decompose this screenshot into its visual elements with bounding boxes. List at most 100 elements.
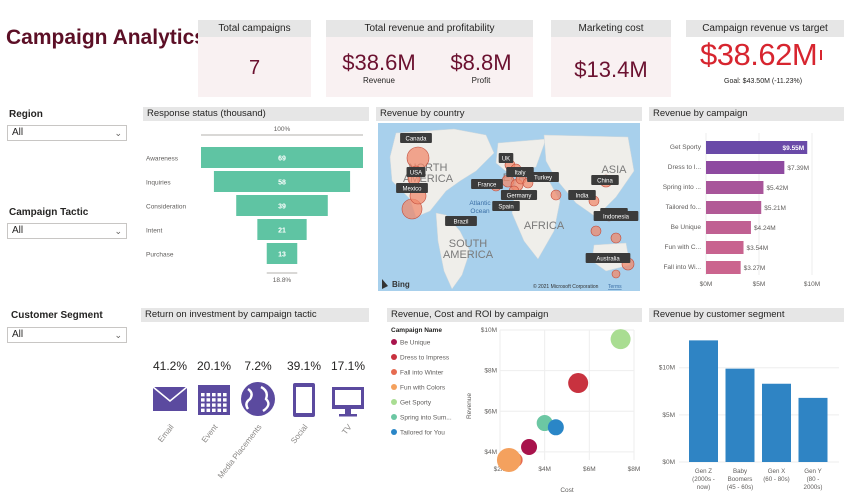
revenue-by-campaign-visual: Revenue by campaign $0M $5M $10M Get Sporty… [649, 107, 844, 293]
legend-marker[interactable] [391, 339, 397, 345]
legend-marker[interactable] [391, 384, 397, 390]
funnel-bar[interactable] [236, 195, 328, 216]
segment-bar[interactable] [798, 397, 828, 462]
map-country-tag[interactable] [406, 167, 426, 177]
calendar-cell [223, 408, 227, 412]
roi-percent: 39.1% [287, 359, 321, 373]
scatter-point[interactable] [496, 448, 521, 472]
legend-label: Be Unique [400, 340, 431, 347]
category-label: Gen X [768, 468, 786, 475]
scatter-point[interactable] [568, 373, 589, 394]
legend-label: Fun with Colors [400, 385, 446, 392]
map-country-tag[interactable] [568, 190, 596, 200]
campaign-bar[interactable] [706, 241, 744, 254]
category-label: Gen Z [695, 468, 712, 475]
legend-marker[interactable] [391, 369, 397, 375]
campaign-bar[interactable] [706, 261, 741, 274]
map-bubble[interactable] [550, 189, 562, 201]
bar-value-label: $4.24M [754, 225, 776, 232]
map-country-tag[interactable] [492, 201, 520, 211]
funnel-bar[interactable] [257, 219, 307, 240]
calendar-cell [212, 393, 216, 397]
map-country-label: UK [502, 157, 510, 163]
segment-bar[interactable] [725, 368, 755, 462]
map-country-tag[interactable] [500, 190, 538, 200]
region-slicer[interactable]: All ⌄ [7, 125, 127, 141]
category-label: (45 - 60s) [727, 484, 753, 491]
revenue-cost-roi-chart: Campaign Name Be Unique Dress to Impress Fa… [391, 327, 640, 494]
category-label: Be Unique [671, 224, 702, 231]
map-country-label: USA [410, 171, 422, 177]
scatter-point[interactable] [521, 439, 538, 455]
map-bubble[interactable] [406, 146, 430, 170]
map-bubble[interactable] [590, 225, 602, 237]
map-country-tag[interactable] [593, 211, 639, 221]
segment-bar[interactable] [762, 383, 791, 462]
world-map[interactable]: NORTHAMERICAEUROPEASIAAFRICASOUTHAMERICA… [376, 121, 642, 293]
y-tick-label: $10M [481, 327, 497, 334]
legend-marker[interactable] [391, 429, 397, 435]
map-country-tag[interactable] [591, 175, 619, 185]
chevron-down-icon: ⌄ [114, 330, 122, 340]
smartphone-icon [293, 383, 315, 417]
campaign-bar[interactable] [706, 181, 764, 194]
scatter-point[interactable] [547, 419, 564, 436]
calendar-cell [201, 403, 205, 407]
monitor-neck [345, 409, 351, 414]
category-label: now) [697, 484, 710, 491]
kpi-revenue-value: $38.6M [342, 50, 416, 75]
campaign-bar[interactable] [706, 141, 808, 154]
map-country-tag[interactable] [585, 253, 631, 263]
map-country-tag[interactable] [527, 172, 559, 182]
envelope-icon [152, 386, 188, 411]
map-continent-label: SOUTH [449, 238, 488, 250]
map-bubble[interactable] [611, 269, 621, 279]
kpi-header: Total campaigns [198, 20, 311, 37]
funnel-stage-label: Consideration [146, 204, 186, 211]
map-country-tag[interactable] [506, 167, 534, 177]
map-ocean-label: Ocean [470, 208, 490, 215]
category-label: Fall into Wi... [663, 264, 701, 271]
kpi-total-revenue: Total revenue and profitability $38.6M R… [326, 20, 533, 97]
map-country-tag[interactable] [400, 133, 432, 143]
funnel-bar[interactable] [266, 243, 298, 264]
map-country-label: Mexico [402, 187, 422, 193]
funnel-stage-label: Purchase [146, 252, 174, 259]
campaign-bar[interactable] [706, 221, 751, 234]
legend-marker[interactable] [391, 399, 397, 405]
calendar-cell [217, 393, 222, 397]
map-country-tag[interactable] [396, 183, 428, 193]
globe-continents [245, 385, 270, 412]
map-country-label: Germany [507, 194, 532, 200]
globe-body [241, 382, 275, 416]
bar-value-label: $3.27M [744, 265, 766, 272]
campaign-bar[interactable] [706, 161, 785, 174]
funnel-bar-value: 69 [278, 156, 286, 163]
segment-bar[interactable] [689, 340, 718, 462]
calendar-icon [198, 385, 230, 415]
scatter-point[interactable] [610, 329, 631, 350]
kpi-target-marker [820, 50, 822, 60]
category-label: (60 - 80s) [763, 476, 789, 483]
segment-slicer[interactable]: All ⌄ [7, 327, 127, 343]
y-tick-label: $5M [662, 412, 675, 419]
funnel-bar[interactable] [213, 171, 351, 192]
map-country-tag[interactable] [498, 153, 514, 163]
tactic-slicer[interactable]: All ⌄ [7, 223, 127, 239]
chevron-down-icon: ⌄ [114, 226, 122, 236]
legend-marker[interactable] [391, 414, 397, 420]
y-tick-label: $6M [484, 408, 497, 415]
calendar-cell [201, 393, 205, 397]
map-bubble[interactable] [610, 232, 622, 244]
campaign-bar[interactable] [706, 201, 762, 214]
funnel-bar[interactable] [201, 147, 363, 168]
legend-marker[interactable] [391, 354, 397, 360]
map-country-tag[interactable] [471, 179, 503, 189]
calendar-cell [206, 398, 211, 402]
legend-label: Get Sporty [400, 400, 432, 407]
map-country-tag[interactable] [445, 216, 477, 226]
x-axis-title: Cost [560, 487, 574, 494]
funnel-chart: 100% 69 Awareness 58 Inquiries 39 Consideratio… [146, 126, 363, 284]
kpi-profit-value: $8.8M [450, 50, 512, 75]
envelope-flap [152, 386, 188, 403]
